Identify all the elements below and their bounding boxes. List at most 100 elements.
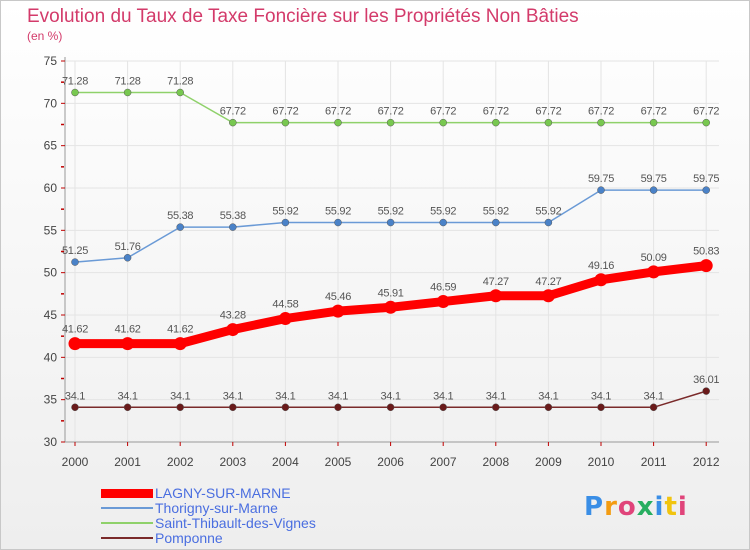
data-label-thorigny-sur-marne: 55.92: [378, 206, 404, 218]
data-label-pomponne: 34.1: [275, 390, 295, 402]
x-tick-label: 2007: [430, 455, 457, 469]
legend-item-lagny-sur-marne: LAGNY-SUR-MARNE: [101, 485, 291, 501]
data-point-thorigny-sur-marne: [544, 218, 553, 227]
data-label-pomponne: 34.1: [117, 390, 137, 402]
legend-item-pomponne: Pomponne: [101, 530, 223, 546]
data-label-saint-thibault-des-vignes: 67.72: [325, 106, 351, 118]
data-point-lagny-sur-marne: [594, 273, 608, 287]
data-point-thorigny-sur-marne: [649, 186, 658, 194]
data-point-lagny-sur-marne: [647, 265, 661, 279]
chart-title: Evolution du Taux de Taxe Foncière sur l…: [27, 6, 579, 27]
data-label-pomponne: 34.1: [643, 390, 663, 402]
data-point-lagny-sur-marne: [541, 289, 555, 303]
x-tick-label: 2009: [535, 455, 562, 469]
data-point-pomponne: [386, 403, 395, 412]
data-point-pomponne: [649, 403, 658, 412]
x-tick-label: 2005: [325, 455, 352, 469]
data-point-pomponne: [281, 403, 290, 412]
data-label-saint-thibault-des-vignes: 71.28: [62, 75, 88, 87]
x-tick-label: 2000: [62, 455, 89, 469]
data-point-lagny-sur-marne: [121, 337, 135, 351]
data-label-lagny-sur-marne: 47.27: [535, 276, 561, 288]
x-tick-label: 2006: [377, 455, 404, 469]
data-point-saint-thibault-des-vignes: [386, 118, 395, 127]
data-label-pomponne: 34.1: [380, 390, 400, 402]
data-point-thorigny-sur-marne: [492, 218, 500, 227]
data-label-pomponne: 34.1: [328, 390, 348, 402]
x-tick-label: 2004: [272, 455, 299, 469]
data-point-thorigny-sur-marne: [334, 218, 342, 227]
data-label-pomponne: 34.1: [170, 390, 190, 402]
data-point-lagny-sur-marne: [436, 295, 450, 309]
data-point-thorigny-sur-marne: [281, 218, 290, 227]
data-point-thorigny-sur-marne: [386, 218, 395, 227]
data-label-saint-thibault-des-vignes: 71.28: [167, 75, 193, 87]
data-label-lagny-sur-marne: 45.91: [378, 287, 404, 299]
data-label-pomponne: 36.01: [693, 374, 719, 386]
data-point-lagny-sur-marne: [278, 312, 292, 326]
data-label-lagny-sur-marne: 49.16: [588, 260, 614, 272]
y-tick-label: 45: [44, 308, 58, 322]
data-label-thorigny-sur-marne: 55.38: [167, 210, 193, 222]
x-tick-label: 2010: [588, 455, 615, 469]
y-tick-label: 65: [44, 139, 58, 153]
x-tick-label: 2002: [167, 455, 194, 469]
data-point-pomponne: [176, 403, 184, 412]
data-label-saint-thibault-des-vignes: 71.28: [115, 75, 141, 87]
data-label-lagny-sur-marne: 41.62: [167, 324, 193, 336]
data-point-saint-thibault-des-vignes: [544, 118, 553, 127]
data-point-saint-thibault-des-vignes: [334, 118, 342, 127]
data-label-saint-thibault-des-vignes: 67.72: [588, 106, 614, 118]
y-tick-label: 75: [44, 54, 58, 68]
y-tick-label: 30: [44, 435, 58, 449]
legend-label: LAGNY-SUR-MARNE: [155, 485, 291, 501]
data-point-pomponne: [597, 403, 605, 412]
x-tick-label: 2001: [114, 455, 141, 469]
data-point-lagny-sur-marne: [173, 337, 187, 351]
data-point-pomponne: [123, 403, 132, 412]
data-label-lagny-sur-marne: 46.59: [430, 282, 456, 294]
legend-swatch: [101, 488, 153, 498]
data-label-lagny-sur-marne: 44.58: [272, 299, 298, 311]
legend-item-saint-thibault-des-vignes: Saint-Thibault-des-Vignes: [101, 515, 316, 531]
data-point-pomponne: [492, 403, 500, 412]
y-tick-label: 55: [44, 223, 58, 237]
data-point-saint-thibault-des-vignes: [281, 118, 290, 127]
data-label-saint-thibault-des-vignes: 67.72: [220, 106, 246, 118]
legend-label: Pomponne: [155, 530, 223, 546]
data-label-saint-thibault-des-vignes: 67.72: [641, 106, 667, 118]
data-label-thorigny-sur-marne: 51.76: [115, 241, 141, 253]
data-point-lagny-sur-marne: [331, 304, 345, 318]
data-label-saint-thibault-des-vignes: 67.72: [693, 106, 719, 118]
y-tick-label: 40: [44, 350, 58, 364]
data-label-lagny-sur-marne: 50.83: [693, 246, 719, 258]
data-label-pomponne: 34.1: [538, 390, 558, 402]
data-label-thorigny-sur-marne: 59.75: [641, 173, 667, 185]
legend-swatch: [101, 522, 153, 524]
data-point-saint-thibault-des-vignes: [71, 88, 79, 97]
data-label-saint-thibault-des-vignes: 67.72: [430, 106, 456, 118]
y-tick-label: 70: [44, 96, 58, 110]
legend-swatch: [101, 507, 153, 509]
data-label-pomponne: 34.1: [591, 390, 611, 402]
data-label-lagny-sur-marne: 43.28: [220, 310, 246, 322]
data-point-pomponne: [702, 387, 710, 395]
data-label-saint-thibault-des-vignes: 67.72: [378, 106, 404, 118]
data-label-lagny-sur-marne: 50.09: [641, 252, 667, 264]
data-label-pomponne: 34.1: [486, 390, 506, 402]
data-label-thorigny-sur-marne: 55.92: [430, 206, 456, 218]
data-label-lagny-sur-marne: 45.46: [325, 291, 351, 303]
y-axis-unit: (en %): [27, 29, 63, 43]
y-tick-label: 50: [44, 266, 58, 280]
data-point-saint-thibault-des-vignes: [649, 118, 658, 127]
data-label-lagny-sur-marne: 47.27: [483, 276, 509, 288]
data-label-saint-thibault-des-vignes: 67.72: [535, 106, 561, 118]
data-label-lagny-sur-marne: 41.62: [115, 324, 141, 336]
data-label-thorigny-sur-marne: 55.38: [220, 210, 246, 222]
data-label-pomponne: 34.1: [223, 390, 243, 402]
data-point-lagny-sur-marne: [68, 337, 82, 351]
legend-swatch: [101, 537, 153, 539]
x-tick-label: 2011: [641, 455, 667, 469]
data-label-thorigny-sur-marne: 55.92: [535, 206, 561, 218]
